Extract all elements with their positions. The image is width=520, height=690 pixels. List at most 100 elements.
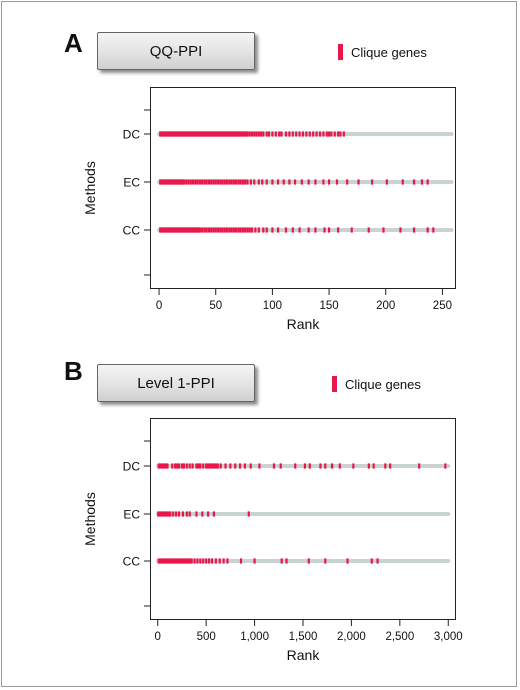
clique-gene-mark — [176, 463, 179, 469]
clique-gene-mark — [238, 131, 241, 137]
x-tick-label: 3,000 — [434, 631, 463, 643]
clique-gene-mark — [376, 558, 379, 564]
clique-gene-mark — [225, 227, 229, 233]
clique-gene-mark — [188, 227, 191, 233]
clique-gene-mark — [207, 131, 211, 137]
clique-gene-mark — [167, 131, 170, 137]
clique-gene-mark — [163, 131, 166, 137]
clique-gene-mark — [204, 131, 207, 137]
panel-b-y-axis-title: Methods — [82, 492, 98, 546]
clique-gene-mark — [212, 227, 215, 233]
clique-gene-mark — [194, 131, 197, 137]
clique-gene-mark — [160, 463, 163, 469]
clique-gene-mark — [162, 131, 165, 137]
clique-gene-mark — [225, 131, 229, 137]
clique-gene-mark — [159, 131, 162, 137]
clique-gene-mark — [335, 179, 339, 185]
clique-gene-mark — [157, 511, 160, 517]
clique-gene-mark — [238, 463, 242, 469]
panel-b-title-box: Level 1-PPI — [97, 364, 255, 402]
x-tick-label: 150 — [319, 300, 338, 312]
clique-gene-mark — [420, 179, 424, 185]
clique-gene-mark — [188, 131, 191, 137]
clique-gene-mark — [171, 131, 174, 137]
clique-gene-mark — [185, 227, 188, 233]
clique-gene-mark — [186, 131, 189, 137]
clique-gene-mark — [164, 131, 167, 137]
clique-gene-mark — [191, 227, 195, 233]
clique-gene-mark — [325, 131, 328, 137]
clique-gene-mark — [172, 179, 175, 185]
clique-gene-mark — [255, 131, 258, 137]
clique-gene-mark — [199, 558, 202, 564]
clique-gene-mark — [164, 227, 167, 233]
clique-gene-mark — [188, 558, 191, 564]
clique-gene-mark — [248, 227, 251, 233]
clique-gene-mark — [184, 227, 187, 233]
clique-gene-mark — [327, 227, 331, 233]
clique-gene-mark — [212, 463, 216, 469]
clique-gene-mark — [337, 131, 340, 137]
clique-gene-mark — [205, 463, 208, 469]
clique-gene-mark — [165, 558, 168, 564]
clique-gene-mark — [276, 179, 280, 185]
clique-gene-mark — [265, 131, 268, 137]
clique-gene-mark — [282, 179, 285, 185]
clique-gene-mark — [162, 227, 165, 233]
panel-a-legend-label: Clique genes — [351, 44, 427, 60]
clique-gene-mark — [295, 131, 298, 137]
clique-gene-mark — [241, 227, 245, 233]
clique-gene-mark — [201, 131, 204, 137]
x-tick-label: 250 — [433, 300, 452, 312]
clique-gene-mark — [246, 227, 249, 233]
clique-gene-mark — [208, 463, 212, 469]
clique-gene-mark — [168, 131, 171, 137]
clique-gene-mark — [207, 227, 211, 233]
clique-gene-mark — [159, 558, 162, 564]
panel-b-title: Level 1-PPI — [137, 374, 215, 392]
clique-gene-mark — [337, 227, 340, 233]
clique-gene-mark — [247, 511, 250, 517]
clique-gene-mark — [190, 558, 193, 564]
clique-gene-mark — [215, 131, 218, 137]
panel-a-legend: Clique genes — [338, 44, 427, 60]
clique-gene-mark — [184, 131, 187, 137]
clique-gene-mark — [161, 131, 164, 137]
clique-gene-mark — [157, 558, 160, 564]
clique-gene-mark — [178, 131, 181, 137]
clique-gene-mark — [172, 227, 175, 233]
panel-a-x-axis-title: Rank — [287, 316, 321, 332]
clique-gene-mark — [232, 131, 235, 137]
clique-gene-mark — [201, 179, 204, 185]
clique-gene-mark — [160, 511, 163, 517]
clique-gene-mark — [272, 463, 276, 469]
clique-gene-mark — [327, 179, 331, 185]
clique-gene-mark — [173, 558, 176, 564]
clique-gene-mark — [213, 131, 216, 137]
clique-gene-mark — [279, 463, 282, 469]
clique-gene-mark — [220, 131, 223, 137]
clique-gene-mark — [237, 131, 240, 137]
clique-gene-mark — [169, 558, 172, 564]
clique-gene-mark — [188, 463, 191, 469]
clique-gene-mark — [357, 179, 360, 185]
clique-gene-mark — [370, 558, 373, 564]
clique-gene-mark — [267, 131, 271, 137]
panel-b-x-axis-title: Rank — [287, 647, 321, 663]
clique-gene-mark — [327, 131, 331, 137]
clique-gene-mark — [243, 463, 246, 469]
clique-gene-mark — [174, 179, 178, 185]
clique-gene-mark — [250, 131, 254, 137]
clique-gene-mark — [161, 511, 164, 517]
clique-gene-mark — [233, 131, 237, 137]
clique-gene-mark — [177, 179, 180, 185]
clique-gene-mark — [221, 131, 224, 137]
clique-gene-mark — [195, 227, 198, 233]
clique-gene-mark — [177, 463, 181, 469]
clique-gene-mark — [176, 131, 179, 137]
clique-gene-mark — [228, 131, 231, 137]
clique-gene-mark — [202, 558, 205, 564]
clique-gene-mark — [242, 131, 246, 137]
clique-gene-mark — [303, 463, 307, 469]
clique-gene-mark — [178, 227, 181, 233]
